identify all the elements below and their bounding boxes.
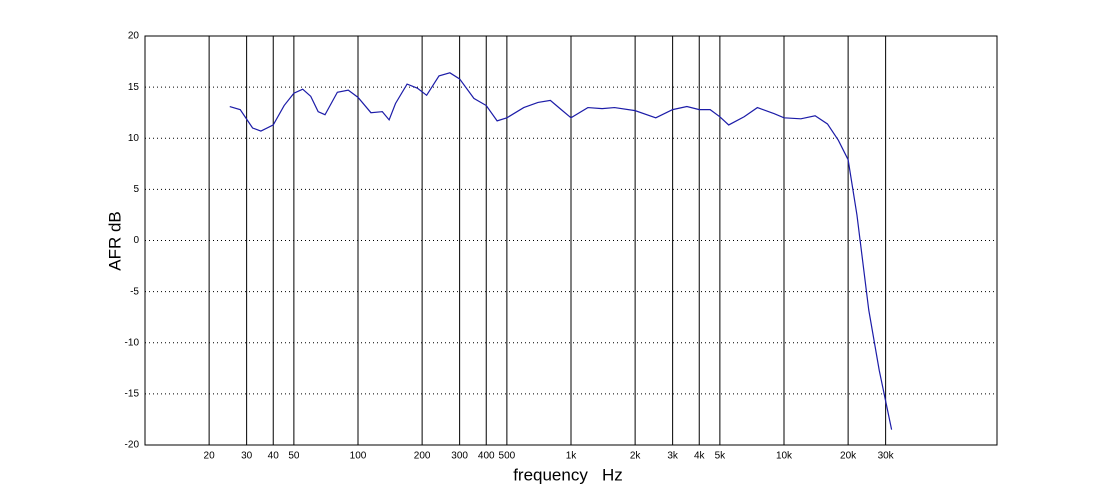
axes-frame (144, 35, 998, 446)
x-tick-label: 1k (566, 451, 578, 462)
x-tick-label: 20k (840, 451, 857, 462)
x-tick-label: 50 (288, 451, 300, 462)
x-tick-label: 30k (878, 451, 895, 462)
y-tick-label: 5 (133, 184, 139, 195)
y-tick-label: -20 (125, 440, 140, 451)
x-tick-label: 3k (667, 451, 679, 462)
y-tick-label: 20 (128, 31, 140, 42)
x-tick-label: 500 (499, 451, 516, 462)
x-tick-label: 300 (451, 451, 468, 462)
y-tick-label: 15 (128, 82, 140, 93)
y-tick-label: -15 (125, 389, 140, 400)
y-tick-label: 10 (128, 133, 140, 144)
x-tick-label: 10k (776, 451, 793, 462)
x-tick-label: 200 (414, 451, 431, 462)
x-axis-label: frequency Hz (513, 465, 623, 484)
x-tick-label: 100 (350, 451, 367, 462)
y-tick-label: 0 (133, 235, 139, 246)
response-line (229, 72, 893, 430)
x-tick-label: 40 (268, 451, 280, 462)
y-tick-label: -5 (130, 286, 139, 297)
x-tick-label: 5k (715, 451, 727, 462)
x-tick-label: 400 (478, 451, 495, 462)
x-tick-label: 30 (241, 451, 253, 462)
x-tick-label: 2k (630, 451, 642, 462)
y-axis-label: AFR dB (105, 211, 124, 271)
y-tick-label: -10 (125, 337, 140, 348)
x-tick-label: 20 (204, 451, 216, 462)
x-tick-label: 4k (694, 451, 706, 462)
